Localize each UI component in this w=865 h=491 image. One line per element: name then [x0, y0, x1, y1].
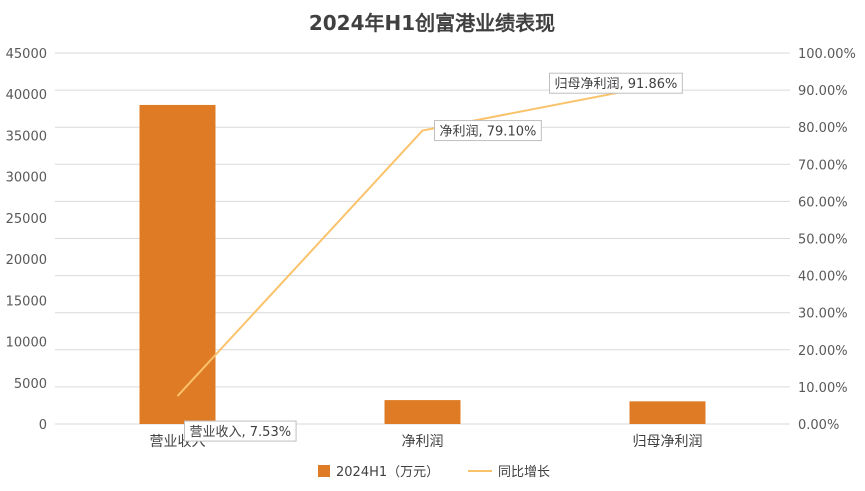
left-tick-label: 10000 — [6, 336, 47, 351]
right-tick-label: 40.00% — [798, 270, 848, 285]
left-tick-label: 5000 — [14, 377, 47, 392]
chart-title: 2024年H1创富港业绩表现 — [309, 11, 555, 35]
right-tick-label: 80.00% — [798, 121, 848, 136]
bar — [384, 400, 461, 424]
right-tick-label: 100.00% — [798, 47, 856, 62]
left-tick-label: 30000 — [6, 171, 47, 186]
data-label: 净利润, 79.10% — [440, 125, 537, 140]
right-tick-label: 70.00% — [798, 158, 848, 173]
left-tick-label: 20000 — [6, 253, 47, 268]
legend-bar-label: 2024H1（万元） — [336, 465, 439, 480]
data-label-callout: 营业收入, 7.53% — [184, 420, 297, 442]
callout-box — [434, 120, 542, 142]
right-axis: 0.00% 10.00% 20.00% 30.00% 40.00% 50.00% 60.00… — [798, 47, 856, 433]
callout-box — [549, 72, 683, 94]
category-label: 净利润 — [402, 434, 444, 450]
right-tick-label: 30.00% — [798, 307, 848, 322]
line-series — [176, 82, 668, 397]
right-tick-label: 10.00% — [798, 381, 848, 396]
data-label: 归母净利润, 91.86% — [555, 77, 678, 92]
bar — [629, 401, 706, 424]
left-tick-label: 45000 — [6, 47, 47, 62]
legend-line-label: 同比增长 — [498, 465, 550, 480]
category-label: 归母净利润 — [633, 433, 703, 450]
left-axis: 0 5000 10000 15000 20000 25000 30000 35000 40000… — [6, 47, 47, 433]
data-labels: 营业收入, 7.53% 净利润, 79.10% 归母净利润, 91.86% — [184, 72, 683, 442]
right-tick-label: 0.00% — [798, 418, 839, 433]
right-tick-label: 50.00% — [798, 233, 848, 248]
bar — [139, 104, 216, 424]
left-tick-label: 25000 — [6, 212, 47, 227]
data-label-callout: 净利润, 79.10% — [434, 120, 542, 142]
data-label: 营业收入, 7.53% — [190, 425, 292, 440]
bar-series — [139, 104, 706, 424]
left-tick-label: 15000 — [6, 294, 47, 309]
left-tick-label: 35000 — [6, 129, 47, 144]
left-tick-label: 0 — [39, 418, 47, 433]
right-tick-label: 20.00% — [798, 344, 848, 359]
data-label-callout: 归母净利润, 91.86% — [549, 72, 683, 94]
left-tick-label: 40000 — [6, 88, 47, 103]
callout-box — [184, 420, 297, 442]
legend-bar-swatch — [318, 465, 330, 477]
growth-line — [176, 82, 668, 397]
right-tick-label: 60.00% — [798, 195, 848, 210]
right-tick-label: 90.00% — [798, 84, 848, 99]
legend: 2024H1（万元） 同比增长 — [318, 465, 550, 480]
